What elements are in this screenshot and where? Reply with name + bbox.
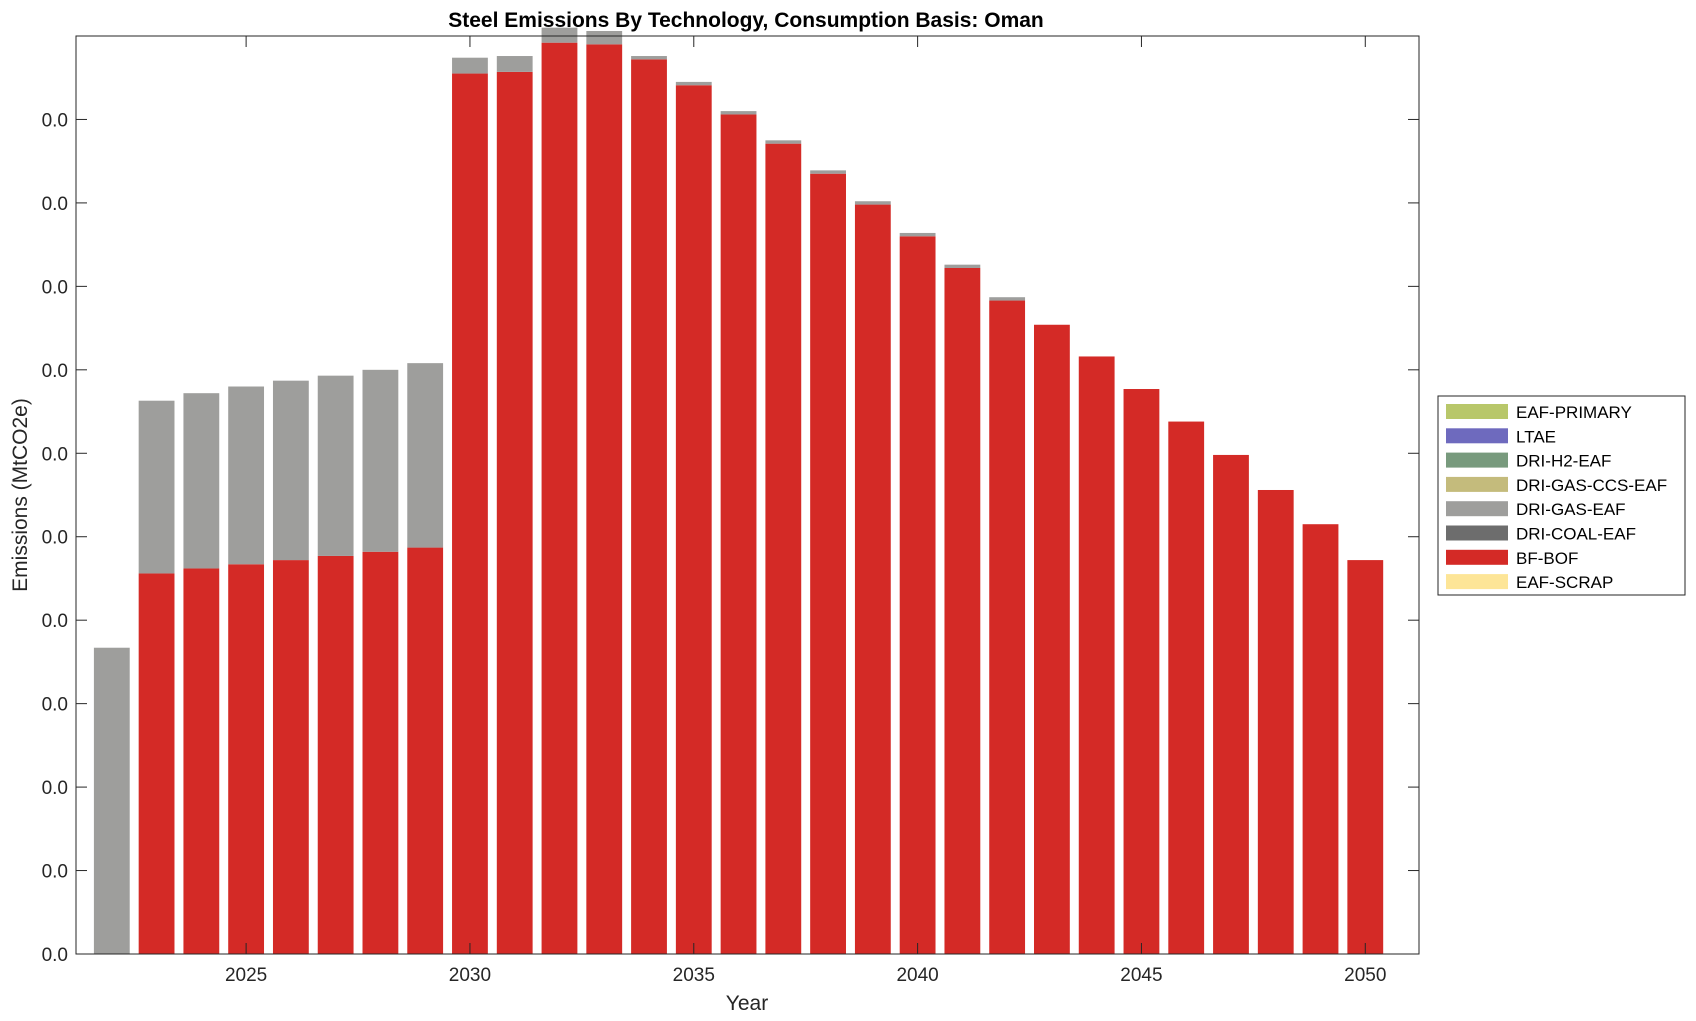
y-tick-label: 0.0 <box>42 611 68 632</box>
legend-swatch-dri-h2-eaf <box>1446 452 1508 468</box>
legend-swatch-dri-gas-eaf <box>1446 501 1508 517</box>
y-tick-label: 0.0 <box>42 945 68 966</box>
y-tick-label: 0.0 <box>42 277 68 298</box>
bar-bf-bof-2036 <box>720 114 757 955</box>
bar-bf-bof-2045 <box>1123 389 1160 955</box>
bar-dri-gas-eaf-2033 <box>586 30 623 45</box>
y-tick-label: 0.0 <box>42 528 68 549</box>
bar-dri-gas-eaf-2030 <box>452 57 488 74</box>
y-tick-label: 0.0 <box>42 361 68 382</box>
legend-swatch-bf-bof <box>1446 549 1508 565</box>
bar-dri-gas-eaf-2022 <box>93 647 130 954</box>
bar-dri-gas-eaf-2032 <box>541 27 578 43</box>
bar-bf-bof-2029 <box>407 547 444 954</box>
bar-bf-bof-2031 <box>496 71 533 955</box>
bar-bf-bof-2049 <box>1302 524 1339 954</box>
y-tick-label: 0.0 <box>42 194 68 215</box>
bar-dri-gas-eaf-2026 <box>272 380 309 561</box>
bar-bf-bof-2023 <box>138 573 175 954</box>
x-tick-label: 2040 <box>896 965 938 986</box>
bar-bf-bof-2046 <box>1168 421 1205 954</box>
y-tick-label: 0.0 <box>42 110 68 131</box>
bar-dri-gas-eaf-2041 <box>944 264 981 269</box>
bar-bf-bof-2048 <box>1257 489 1294 954</box>
bar-dri-gas-eaf-2028 <box>362 369 399 552</box>
bar-bf-bof-2050 <box>1347 560 1384 954</box>
bar-bf-bof-2024 <box>183 568 220 954</box>
bar-bf-bof-2047 <box>1213 454 1249 954</box>
bar-dri-gas-eaf-2035 <box>675 81 712 86</box>
legend-swatch-eaf-scrap <box>1446 574 1508 590</box>
bar-dri-gas-eaf-2040 <box>899 232 936 237</box>
plot-area-frame <box>75 35 1420 955</box>
bar-bf-bof-2025 <box>228 564 265 954</box>
y-tick-label: 0.0 <box>42 695 68 716</box>
y-axis-label: Emissions (MtCO2e) <box>9 398 32 592</box>
bar-dri-gas-eaf-2027 <box>317 375 354 556</box>
bar-dri-gas-eaf-2031 <box>496 56 533 72</box>
bar-bf-bof-2044 <box>1078 356 1115 954</box>
bar-bf-bof-2042 <box>989 300 1026 954</box>
x-tick-label: 2030 <box>449 965 491 986</box>
legend-label-ltae: LTAE <box>1516 427 1556 446</box>
bar-bf-bof-2026 <box>272 560 309 954</box>
bar-dri-gas-eaf-2037 <box>765 140 802 144</box>
legend-label-dri-h2-eaf: DRI-H2-EAF <box>1516 452 1611 471</box>
legend-label-eaf-primary: EAF-PRIMARY <box>1516 403 1632 422</box>
bar-bf-bof-2032 <box>541 42 578 954</box>
bar-bf-bof-2039 <box>854 204 891 954</box>
bar-dri-gas-eaf-2023 <box>138 400 175 574</box>
bar-dri-gas-eaf-2036 <box>720 111 757 115</box>
chart-title: Steel Emissions By Technology, Consumpti… <box>448 9 1044 32</box>
legend-label-dri-gas-ccs-eaf: DRI-GAS-CCS-EAF <box>1516 476 1667 495</box>
bar-bf-bof-2030 <box>452 73 488 954</box>
bar-dri-gas-eaf-2025 <box>228 386 265 565</box>
bar-bf-bof-2028 <box>362 551 399 954</box>
bar-dri-gas-eaf-2038 <box>810 170 846 174</box>
legend-label-bf-bof: BF-BOF <box>1516 549 1578 568</box>
bar-dri-gas-eaf-2042 <box>989 297 1026 301</box>
y-tick-label: 0.0 <box>42 862 68 883</box>
legend-swatch-eaf-primary <box>1446 404 1508 419</box>
x-tick-label: 2035 <box>673 965 715 986</box>
bar-bf-bof-2033 <box>586 44 623 954</box>
bar-bf-bof-2043 <box>1034 324 1070 955</box>
legend-swatch-ltae <box>1446 428 1508 444</box>
legend-label-dri-gas-eaf: DRI-GAS-EAF <box>1516 500 1626 519</box>
bar-dri-gas-eaf-2029 <box>407 363 444 548</box>
legend-swatch-dri-coal-eaf <box>1446 525 1508 541</box>
legend-label-dri-coal-eaf: DRI-COAL-EAF <box>1516 525 1636 544</box>
bar-bf-bof-2041 <box>944 268 981 954</box>
bar-bf-bof-2040 <box>899 236 936 955</box>
bar-dri-gas-eaf-2024 <box>183 393 220 569</box>
bar-bf-bof-2035 <box>675 85 712 955</box>
legend-swatch-dri-gas-ccs-eaf <box>1446 476 1508 492</box>
bars-layer <box>93 27 1384 955</box>
y-tick-label: 0.0 <box>42 778 68 799</box>
x-axis: 2025 2030 2035 2040 2045 2050 <box>225 36 1386 986</box>
x-tick-label: 2025 <box>225 965 267 986</box>
bar-dri-gas-eaf-2034 <box>631 56 667 60</box>
bar-bf-bof-2034 <box>631 59 667 955</box>
y-axis: 0.0 0.0 0.0 0.0 0.0 0.0 0.0 0.0 0.0 0.0 0.0 <box>42 110 1419 966</box>
legend-label-eaf-scrap: EAF-SCRAP <box>1516 573 1613 592</box>
y-tick-label: 0.0 <box>42 444 68 465</box>
bar-bf-bof-2038 <box>810 173 846 954</box>
x-axis-label: Year <box>726 992 768 1015</box>
bar-bf-bof-2027 <box>317 555 354 954</box>
x-tick-label: 2045 <box>1120 965 1162 986</box>
legend: EAF-PRIMARY LTAE DRI-H2-EAF DRI-GAS-CCS-EAF… <box>1437 395 1686 596</box>
bar-dri-gas-eaf-2039 <box>854 201 891 205</box>
bar-bf-bof-2037 <box>765 143 802 954</box>
x-tick-label: 2050 <box>1344 965 1386 986</box>
